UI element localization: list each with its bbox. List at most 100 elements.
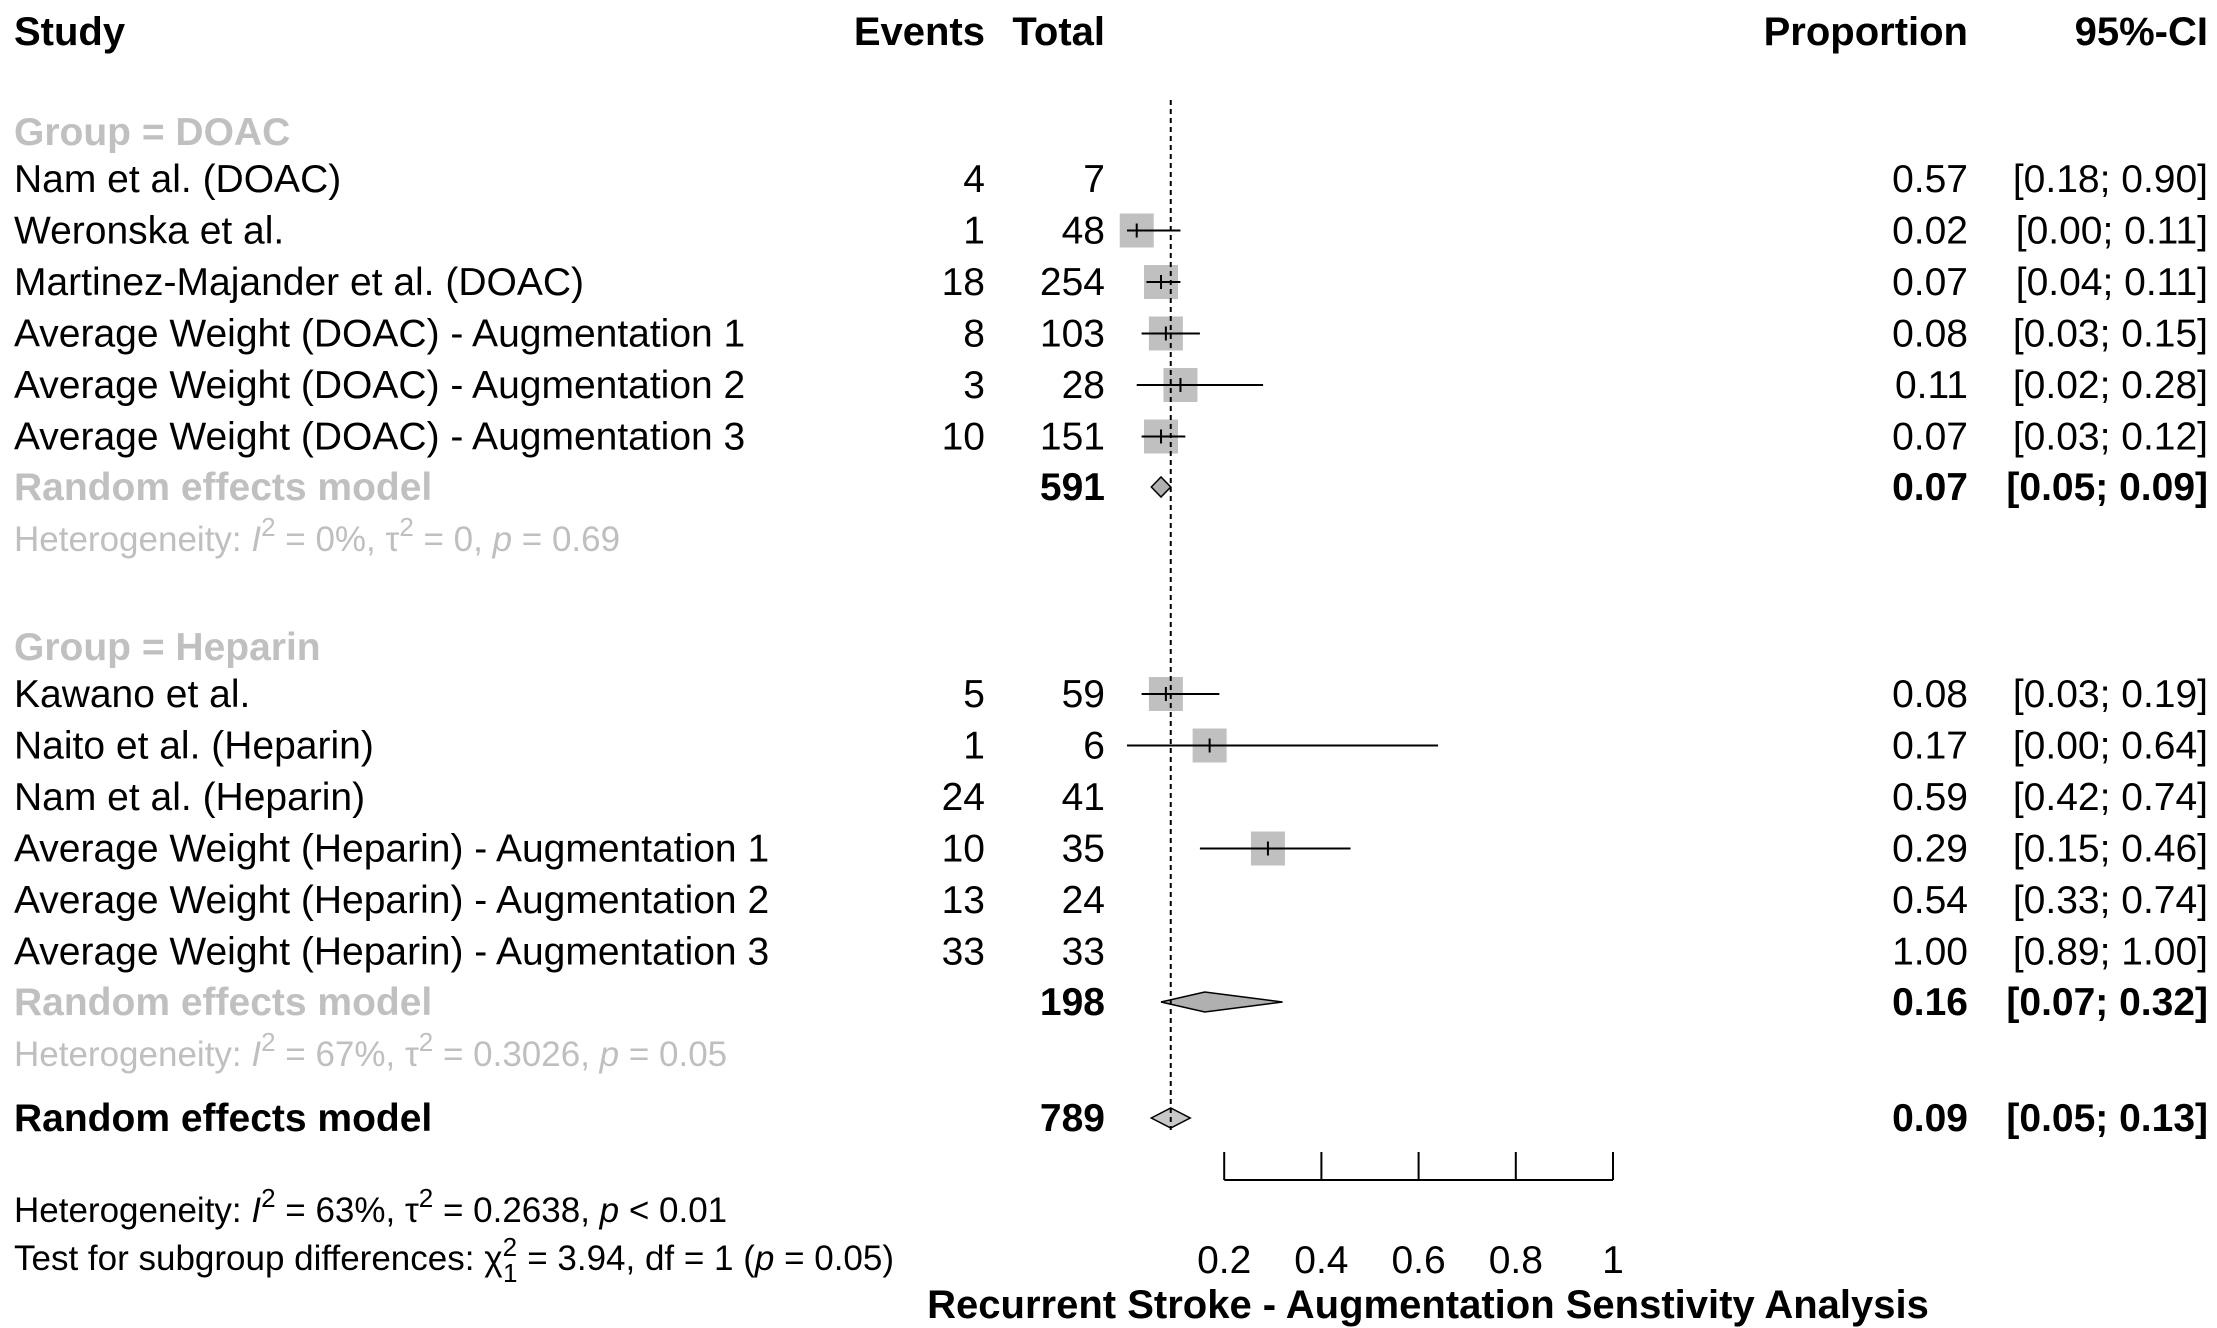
study-name: Nam et al. (Heparin) bbox=[14, 776, 365, 819]
study-total: 103 bbox=[1040, 313, 1105, 356]
overall-heterogeneity: Heterogeneity: I2 = 63%, τ2 = 0.2638, p … bbox=[14, 1183, 727, 1230]
study-events: 3 bbox=[963, 364, 985, 407]
overall-heterogeneity-part: < 0.01 bbox=[619, 1191, 727, 1230]
study-total: 6 bbox=[1083, 725, 1105, 768]
study-name: Naito et al. (Heparin) bbox=[14, 725, 374, 768]
overall-summary-label: Random effects model bbox=[14, 1097, 432, 1140]
study-name: Average Weight (DOAC) - Augmentation 2 bbox=[14, 364, 745, 407]
group-summary-label: Random effects model bbox=[14, 466, 432, 509]
x-axis-label: Recurrent Stroke - Augmentation Senstivi… bbox=[927, 1283, 1929, 1327]
subgroup-test-part: χ bbox=[484, 1239, 502, 1278]
study-name: Martinez-Majander et al. (DOAC) bbox=[14, 261, 584, 304]
group-summary-ci: [0.07; 0.32] bbox=[2006, 981, 2208, 1024]
subgroup-test-part: p bbox=[754, 1239, 774, 1278]
subgroup-test: Test for subgroup differences: χ2 1 = 3.9… bbox=[14, 1232, 894, 1288]
overall-heterogeneity-part: = 63%, bbox=[276, 1191, 405, 1230]
overall-heterogeneity-part: I bbox=[251, 1191, 261, 1230]
group-summary-ci: [0.05; 0.09] bbox=[2006, 466, 2208, 509]
group-heterogeneity-part: p bbox=[599, 1035, 619, 1074]
overall-heterogeneity-part: p bbox=[599, 1191, 619, 1230]
study-events: 5 bbox=[963, 673, 985, 716]
group-label: Group = DOAC bbox=[14, 111, 290, 154]
study-proportion: 0.54 bbox=[1892, 879, 1968, 922]
study-name: Nam et al. (DOAC) bbox=[14, 158, 341, 201]
header-proportion: Proportion bbox=[1764, 10, 1968, 54]
study-total: 33 bbox=[1062, 931, 1105, 974]
subgroup-test-part: = 0.05) bbox=[774, 1239, 894, 1278]
summary-diamond bbox=[1150, 475, 1172, 499]
study-total: 35 bbox=[1062, 828, 1105, 871]
group-heterogeneity-part: = 0, bbox=[414, 520, 493, 559]
study-total: 254 bbox=[1040, 261, 1105, 304]
group-heterogeneity-part: 2 bbox=[399, 512, 413, 542]
study-total: 59 bbox=[1062, 673, 1105, 716]
study-proportion: 0.11 bbox=[1895, 364, 1968, 407]
study-total: 28 bbox=[1062, 364, 1105, 407]
group-heterogeneity-part: 2 bbox=[261, 512, 275, 542]
overall-summary-total: 789 bbox=[1040, 1097, 1105, 1140]
study-ci: [0.89; 1.00] bbox=[2013, 931, 2208, 974]
summary-diamond bbox=[1160, 991, 1283, 1013]
study-ci: [0.03; 0.19] bbox=[2013, 673, 2208, 716]
study-total: 7 bbox=[1083, 158, 1105, 201]
overall-heterogeneity-part: τ bbox=[405, 1191, 419, 1230]
group-heterogeneity-part: 2 bbox=[261, 1027, 275, 1057]
study-name: Kawano et al. bbox=[14, 673, 250, 716]
study-events: 10 bbox=[942, 828, 985, 871]
study-ci: [0.42; 0.74] bbox=[2013, 776, 2208, 819]
x-tick-label: 0.8 bbox=[1489, 1239, 1543, 1282]
study-name: Average Weight (DOAC) - Augmentation 1 bbox=[14, 313, 745, 356]
group-heterogeneity-part: τ bbox=[386, 520, 400, 559]
group-heterogeneity-part: τ bbox=[405, 1035, 419, 1074]
study-events: 13 bbox=[942, 879, 985, 922]
study-proportion: 1.00 bbox=[1892, 931, 1968, 974]
subgroup-test-part: 2 bbox=[503, 1232, 517, 1262]
study-proportion: 0.07 bbox=[1892, 261, 1968, 304]
study-events: 18 bbox=[942, 261, 985, 304]
study-ci: [0.00; 0.64] bbox=[2013, 725, 2208, 768]
group-heterogeneity-part: I bbox=[251, 1035, 261, 1074]
x-tick-label: 0.6 bbox=[1391, 1239, 1445, 1282]
study-events: 8 bbox=[963, 313, 985, 356]
group-heterogeneity-part: = 0.05 bbox=[619, 1035, 727, 1074]
group-heterogeneity-part: I bbox=[251, 520, 261, 559]
group-heterogeneity-part: p bbox=[492, 520, 512, 559]
group-heterogeneity: Heterogeneity: I2 = 0%, τ2 = 0, p = 0.69 bbox=[14, 512, 620, 559]
study-name: Average Weight (Heparin) - Augmentation … bbox=[14, 828, 769, 871]
study-proportion: 0.08 bbox=[1892, 673, 1968, 716]
x-tick-label: 0.4 bbox=[1294, 1239, 1348, 1282]
study-ci: [0.04; 0.11] bbox=[2016, 261, 2208, 304]
x-tick-label: 0.2 bbox=[1197, 1239, 1251, 1282]
subgroup-test-part: = 3.94, df = 1 ( bbox=[518, 1239, 756, 1278]
study-proportion: 0.59 bbox=[1892, 776, 1968, 819]
group-heterogeneity-part: Heterogeneity: bbox=[14, 520, 251, 559]
group-summary-proportion: 0.07 bbox=[1892, 466, 1968, 509]
study-name: Weronska et al. bbox=[14, 210, 284, 253]
study-total: 41 bbox=[1062, 776, 1105, 819]
group-summary-proportion: 0.16 bbox=[1892, 981, 1968, 1024]
group-summary-total: 591 bbox=[1040, 466, 1105, 509]
study-ci: [0.15; 0.46] bbox=[2013, 828, 2208, 871]
overall-heterogeneity-part: Heterogeneity: bbox=[14, 1191, 251, 1230]
study-name: Average Weight (Heparin) - Augmentation … bbox=[14, 931, 769, 974]
x-tick-label: 1 bbox=[1602, 1239, 1624, 1282]
group-label: Group = Heparin bbox=[14, 626, 321, 669]
study-events: 1 bbox=[963, 210, 985, 253]
study-ci: [0.02; 0.28] bbox=[2013, 364, 2208, 407]
study-proportion: 0.57 bbox=[1892, 158, 1968, 201]
group-heterogeneity-part: = 0%, bbox=[276, 520, 386, 559]
header-events: Events bbox=[854, 10, 985, 54]
study-events: 33 bbox=[942, 931, 985, 974]
study-name: Average Weight (Heparin) - Augmentation … bbox=[14, 879, 769, 922]
study-proportion: 0.17 bbox=[1892, 725, 1968, 768]
header-ci: 95%-CI bbox=[2075, 10, 2208, 54]
x-axis: 0.2 0.4 0.6 0.8 1 bbox=[1197, 1152, 1624, 1282]
study-proportion: 0.07 bbox=[1892, 416, 1968, 459]
group-heterogeneity-part: 2 bbox=[419, 1027, 433, 1057]
study-ci: [0.03; 0.12] bbox=[2013, 416, 2208, 459]
study-total: 48 bbox=[1062, 210, 1105, 253]
study-events: 24 bbox=[942, 776, 985, 819]
study-ci: [0.33; 0.74] bbox=[2013, 879, 2208, 922]
study-proportion: 0.02 bbox=[1892, 210, 1968, 253]
